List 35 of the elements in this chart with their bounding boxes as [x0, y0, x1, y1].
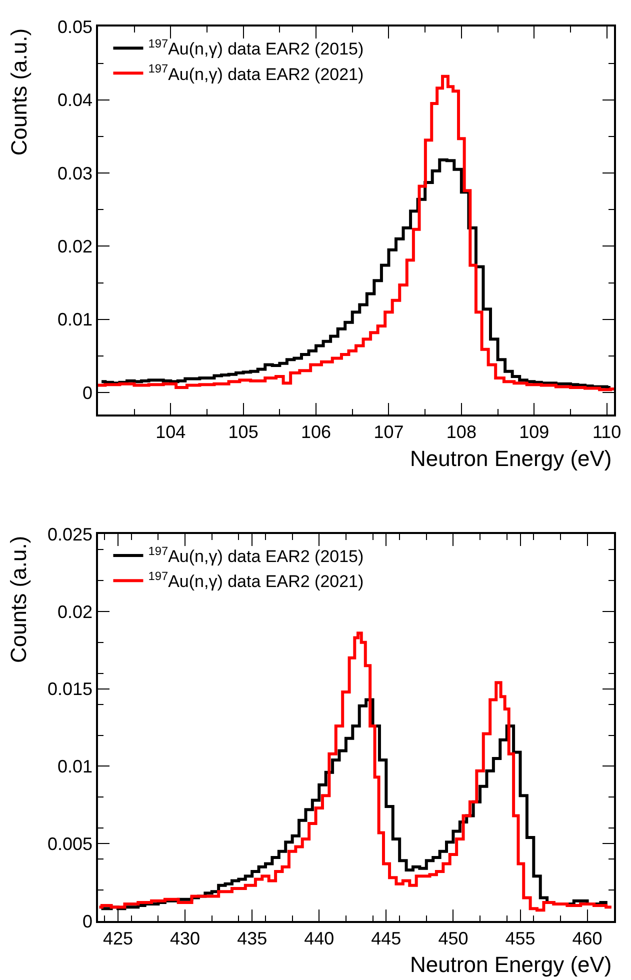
y-tick-label: 0.025	[48, 524, 93, 544]
x-tick-label: 106	[301, 422, 332, 442]
x-tick-label: 107	[374, 422, 404, 442]
x-tick-label: 104	[156, 422, 186, 442]
x-tick-label: 109	[519, 422, 550, 442]
x-tick-label: 445	[371, 928, 402, 948]
x-tick-label: 425	[102, 928, 134, 948]
x-tick-label: 105	[228, 422, 258, 442]
x-tick-label: 440	[304, 928, 334, 948]
y-tick-label: 0.01	[58, 310, 93, 330]
y-axis-title: Counts (a.u.)	[6, 28, 32, 156]
y-tick-label: 0.05	[58, 16, 93, 37]
y-tick-label: 0.01	[58, 756, 93, 777]
legend-label: $^{197}$Au(n,γ) data EAR2 (2015)	[148, 544, 364, 566]
x-tick-label: 110	[592, 422, 622, 442]
y-tick-label: 0.005	[48, 834, 93, 854]
x-tick-label: 430	[170, 928, 200, 948]
y-tick-label: 0.02	[58, 602, 93, 622]
legend-label: $^{197}$Au(n,γ) data EAR2 (2021)	[148, 569, 364, 592]
y-axis-title: Counts (a.u.)	[6, 536, 31, 664]
x-tick-label: 455	[505, 928, 536, 948]
x-tick-label: 460	[572, 928, 602, 948]
x-tick-label: 108	[446, 422, 476, 442]
x-tick-label: 435	[237, 928, 268, 948]
x-axis-title: Neutron Energy (eV)	[410, 446, 612, 471]
legend-label: $^{197}$Au(n,γ) data EAR2 (2015)	[148, 36, 364, 59]
x-axis-title: Neutron Energy (eV)	[410, 952, 612, 977]
x-tick-label: 450	[438, 928, 468, 948]
y-tick-label: 0.02	[58, 236, 93, 257]
y-tick-label: 0.03	[58, 163, 93, 184]
legend-label: $^{197}$Au(n,γ) data EAR2 (2021)	[148, 62, 364, 84]
y-tick-label: 0	[82, 382, 93, 403]
y-tick-label: 0.015	[48, 679, 93, 700]
y-tick-label: 0	[82, 911, 93, 932]
y-tick-label: 0.04	[58, 90, 93, 110]
